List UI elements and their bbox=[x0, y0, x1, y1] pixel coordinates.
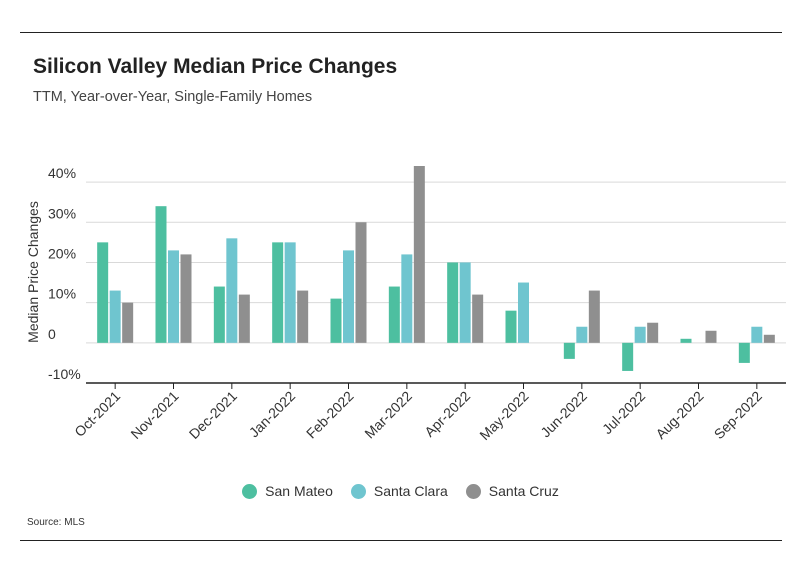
bar-santa-cruz bbox=[122, 302, 134, 343]
legend-item: San Mateo bbox=[242, 483, 333, 499]
bar-san-mateo bbox=[505, 310, 517, 343]
bar-santa-clara bbox=[634, 326, 646, 343]
bar-san-mateo bbox=[738, 342, 750, 363]
legend-swatch bbox=[465, 483, 481, 499]
y-tick-label: 0 bbox=[48, 326, 56, 342]
bar-santa-cruz bbox=[647, 322, 659, 343]
bar-santa-clara bbox=[226, 238, 238, 343]
x-tick-label: Oct-2021 bbox=[71, 388, 123, 440]
y-tick-label: 20% bbox=[48, 245, 76, 261]
bar-san-mateo bbox=[447, 262, 459, 343]
x-tick-label: Dec-2021 bbox=[186, 388, 240, 442]
bar-san-mateo bbox=[213, 286, 225, 343]
bar-san-mateo bbox=[155, 206, 167, 343]
bar-santa-cruz bbox=[180, 254, 192, 343]
bar-santa-clara bbox=[168, 250, 179, 343]
x-tick-label: Aug-2022 bbox=[652, 388, 706, 442]
top-rule bbox=[20, 32, 782, 33]
x-tick-label: Apr-2022 bbox=[421, 388, 473, 440]
bar-san-mateo bbox=[563, 342, 575, 359]
y-tick-label: -10% bbox=[48, 366, 81, 382]
bar-santa-clara bbox=[401, 254, 413, 343]
chart-legend: San Mateo Santa Clara Santa Cruz bbox=[0, 483, 801, 499]
bar-santa-cruz bbox=[588, 290, 600, 343]
bar-santa-cruz bbox=[297, 290, 309, 343]
chart-subtitle: TTM, Year-over-Year, Single-Family Homes bbox=[33, 89, 313, 105]
legend-item: Santa Clara bbox=[350, 483, 448, 499]
x-tick-label: Feb-2022 bbox=[303, 388, 357, 442]
x-tick-label: Nov-2021 bbox=[127, 388, 181, 442]
x-tick-label: May-2022 bbox=[476, 388, 531, 443]
legend-swatch bbox=[242, 483, 258, 499]
bar-santa-clara bbox=[109, 290, 121, 343]
bar-san-mateo bbox=[622, 342, 634, 371]
bar-santa-clara bbox=[343, 250, 354, 343]
bar-santa-cruz bbox=[763, 334, 775, 343]
bar-san-mateo bbox=[680, 338, 692, 343]
bar-san-mateo bbox=[272, 242, 284, 343]
bar-san-mateo bbox=[388, 286, 400, 343]
source-note: Source: MLS bbox=[27, 517, 85, 528]
x-tick-label: Jul-2022 bbox=[599, 388, 648, 437]
bar-santa-cruz bbox=[413, 166, 425, 343]
legend-item: Santa Cruz bbox=[465, 483, 559, 499]
bar-santa-cruz bbox=[705, 330, 717, 343]
y-tick-label: 10% bbox=[48, 286, 76, 302]
y-axis-label: Median Price Changes bbox=[25, 201, 41, 343]
x-tick-label: Jun-2022 bbox=[537, 388, 590, 441]
bar-santa-clara bbox=[576, 326, 588, 343]
chart-title: Silicon Valley Median Price Changes bbox=[33, 55, 398, 78]
y-tick-label: 40% bbox=[48, 165, 76, 181]
x-tick-label: Jan-2022 bbox=[246, 388, 299, 441]
legend-label: Santa Cruz bbox=[488, 483, 559, 499]
bar-san-mateo bbox=[97, 242, 109, 343]
legend-label: Santa Clara bbox=[373, 483, 448, 499]
legend-swatch bbox=[350, 483, 366, 499]
bottom-rule bbox=[20, 540, 782, 541]
bar-santa-clara bbox=[751, 326, 763, 343]
y-tick-label: 30% bbox=[48, 205, 76, 221]
bar-santa-cruz bbox=[472, 294, 484, 343]
bar-san-mateo bbox=[330, 298, 342, 343]
x-tick-label: Mar-2022 bbox=[361, 388, 415, 442]
bar-santa-cruz bbox=[355, 222, 367, 343]
bar-santa-clara bbox=[459, 262, 471, 343]
bar-santa-cruz bbox=[238, 294, 250, 343]
x-tick-label: Sep-2022 bbox=[711, 388, 765, 442]
bar-santa-clara bbox=[518, 282, 529, 343]
legend-label: San Mateo bbox=[265, 483, 333, 499]
bar-santa-clara bbox=[284, 242, 296, 343]
